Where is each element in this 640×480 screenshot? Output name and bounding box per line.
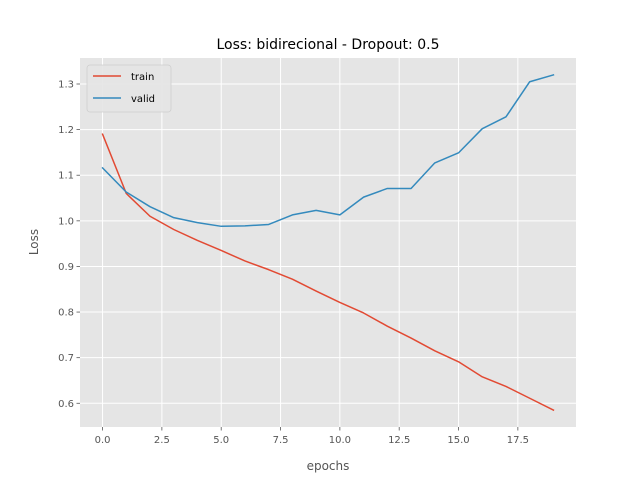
legend: train valid <box>86 64 172 113</box>
y-tick-label: 0.8 <box>58 308 74 319</box>
plot-area <box>80 58 576 427</box>
chart-title: Loss: bidirecional - Dropout: 0.5 <box>217 37 440 53</box>
legend-label-train: train <box>131 72 154 83</box>
x-tick-label: 10.0 <box>329 435 351 446</box>
y-tick-label: 0.9 <box>58 262 74 273</box>
y-axis-label: Loss <box>27 229 41 255</box>
y-tick-label: 1.2 <box>58 125 74 136</box>
y-tick-label: 1.1 <box>58 171 74 182</box>
series-line-train <box>101 133 555 412</box>
series-line-valid <box>101 73 555 228</box>
x-tick-label: 7.5 <box>273 435 289 446</box>
y-tick-label: 0.7 <box>58 353 74 364</box>
x-tick-label: 0.0 <box>95 435 111 446</box>
x-tick-label: 17.5 <box>507 435 529 446</box>
series-lines <box>101 73 555 412</box>
x-tick-label: 5.0 <box>213 435 229 446</box>
grid <box>80 58 576 427</box>
x-axis-label: epochs <box>307 459 350 473</box>
axis-ticks: 0.0 2.5 5.0 7.5 10.0 12.5 15.0 17.5 0.6 0.7 0.8 0.9… <box>58 79 529 446</box>
y-tick-label: 1.0 <box>58 216 74 227</box>
legend-box <box>86 64 172 113</box>
x-tick-label: 2.5 <box>154 435 170 446</box>
y-tick-label: 1.3 <box>58 79 74 90</box>
legend-label-valid: valid <box>131 94 155 105</box>
y-tick-label: 0.6 <box>58 399 74 410</box>
x-tick-label: 15.0 <box>447 435 469 446</box>
x-tick-label: 12.5 <box>388 435 410 446</box>
